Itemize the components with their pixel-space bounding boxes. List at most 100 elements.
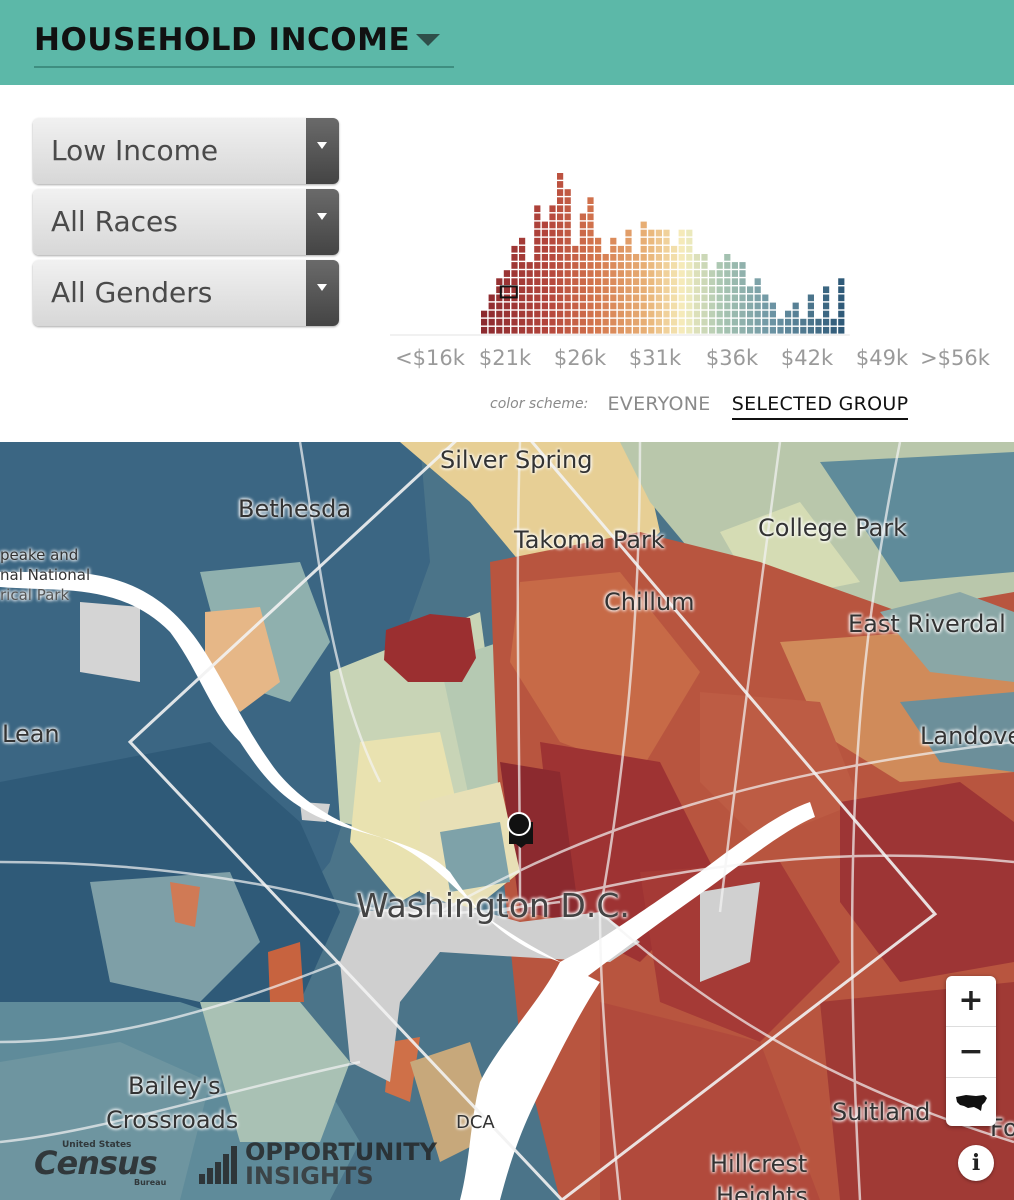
histogram-cell [587, 302, 594, 310]
histogram-cell [724, 254, 731, 261]
histogram-cell [731, 270, 738, 277]
histogram-cell [838, 294, 845, 302]
histogram-cell [640, 326, 647, 334]
histogram-bar[interactable] [496, 278, 503, 334]
histogram-bar[interactable] [671, 245, 678, 334]
histogram-cell [541, 221, 548, 229]
histogram-bar[interactable] [739, 262, 746, 334]
histogram-cell [534, 270, 541, 277]
histogram-bar[interactable] [602, 254, 609, 334]
histogram-cell [549, 262, 556, 269]
histogram-bar[interactable] [595, 237, 602, 334]
histogram-cell [693, 302, 700, 310]
histogram-cell [686, 278, 693, 285]
histogram-bar[interactable] [541, 221, 548, 334]
histogram-cell [496, 286, 503, 294]
histogram-cell [724, 310, 731, 318]
histogram-cell [572, 294, 579, 302]
histogram-bar[interactable] [785, 310, 792, 334]
zoom-in-button[interactable]: + [946, 976, 996, 1027]
info-button[interactable]: i [958, 1145, 994, 1181]
histogram-bar[interactable] [526, 262, 533, 334]
histogram-cell [633, 254, 640, 261]
histogram-cell [511, 318, 518, 326]
histogram-bar[interactable] [648, 229, 655, 334]
histogram-bar[interactable] [838, 278, 845, 334]
color-scheme-selected-group[interactable]: SELECTED GROUP [731, 393, 909, 420]
histogram-cell [534, 294, 541, 302]
histogram-bar[interactable] [792, 302, 799, 334]
histogram-cell [648, 294, 655, 302]
histogram-cell [557, 173, 564, 180]
zoom-out-button[interactable]: − [946, 1027, 996, 1078]
histogram-bar[interactable] [503, 270, 510, 334]
income-select[interactable]: Low Income [33, 118, 339, 184]
histogram-cell [838, 302, 845, 310]
histogram-bar[interactable] [693, 254, 700, 334]
race-select[interactable]: All Races [33, 189, 339, 255]
histogram-cell [587, 254, 594, 261]
histogram-bar[interactable] [823, 286, 830, 334]
histogram-bar[interactable] [724, 254, 731, 334]
histogram-bar[interactable] [610, 237, 617, 334]
choropleth-map[interactable]: Silver Spring Bethesda Takoma Park Colle… [0, 442, 1014, 1200]
color-scheme-toggle: color scheme: EVERYONE SELECTED GROUP [490, 393, 924, 420]
chevron-down-icon [416, 34, 440, 46]
histogram-bar[interactable] [754, 278, 761, 334]
dropdown-arrow-icon[interactable] [306, 189, 339, 255]
histogram-bar[interactable] [678, 229, 685, 334]
histogram-bar[interactable] [777, 318, 784, 334]
histogram-bar[interactable] [534, 205, 541, 334]
histogram-bar[interactable] [557, 173, 564, 334]
dropdown-arrow-icon[interactable] [306, 118, 339, 184]
color-scheme-everyone[interactable]: EVERYONE [607, 393, 711, 415]
histogram-cell [541, 302, 548, 310]
histogram-cell [747, 318, 754, 326]
histogram-bar[interactable] [587, 197, 594, 334]
measure-dropdown[interactable]: HOUSEHOLD INCOME [34, 22, 454, 68]
histogram-bar[interactable] [709, 270, 716, 334]
map-tiles[interactable] [0, 442, 1014, 1200]
histogram-bar[interactable] [640, 221, 647, 334]
histogram-cell [610, 270, 617, 277]
reset-view-button[interactable] [946, 1078, 996, 1128]
histogram-bar[interactable] [686, 229, 693, 334]
histogram-cell [640, 262, 647, 269]
histogram-bar[interactable] [800, 318, 807, 334]
location-marker-icon[interactable] [506, 812, 536, 848]
histogram-bar[interactable] [617, 245, 624, 334]
histogram-bar[interactable] [769, 302, 776, 334]
histogram-bar[interactable] [579, 213, 586, 334]
histogram-cell [595, 270, 602, 277]
gender-select[interactable]: All Genders [33, 260, 339, 326]
histogram-cell [686, 326, 693, 334]
histogram-bar[interactable] [716, 262, 723, 334]
dropdown-arrow-icon[interactable] [306, 260, 339, 326]
histogram-bar[interactable] [701, 254, 708, 334]
histogram-bar[interactable] [747, 286, 754, 334]
histogram-cell [671, 270, 678, 277]
histogram-bar[interactable] [762, 294, 769, 334]
histogram-bar[interactable] [663, 229, 670, 334]
histogram-cell [655, 262, 662, 269]
histogram-bar[interactable] [572, 245, 579, 334]
histogram-bar[interactable] [549, 205, 556, 334]
histogram-bar[interactable] [564, 189, 571, 334]
histogram-bar[interactable] [815, 318, 822, 334]
histogram-cell [587, 237, 594, 245]
histogram-cell [701, 326, 708, 334]
histogram-cell [807, 326, 814, 334]
histogram-bar[interactable] [625, 229, 632, 334]
histogram-bar[interactable] [830, 318, 837, 334]
histogram-bar[interactable] [655, 229, 662, 334]
histogram-bar[interactable] [481, 310, 488, 334]
histogram-bar[interactable] [633, 254, 640, 334]
histogram-bar[interactable] [488, 294, 495, 334]
histogram-cell [709, 326, 716, 334]
histogram-cell [686, 254, 693, 261]
histogram-bar[interactable] [807, 294, 814, 334]
histogram-bar[interactable] [519, 237, 526, 334]
histogram-bar[interactable] [731, 262, 738, 334]
histogram-cell [579, 326, 586, 334]
histogram-cell [572, 254, 579, 261]
